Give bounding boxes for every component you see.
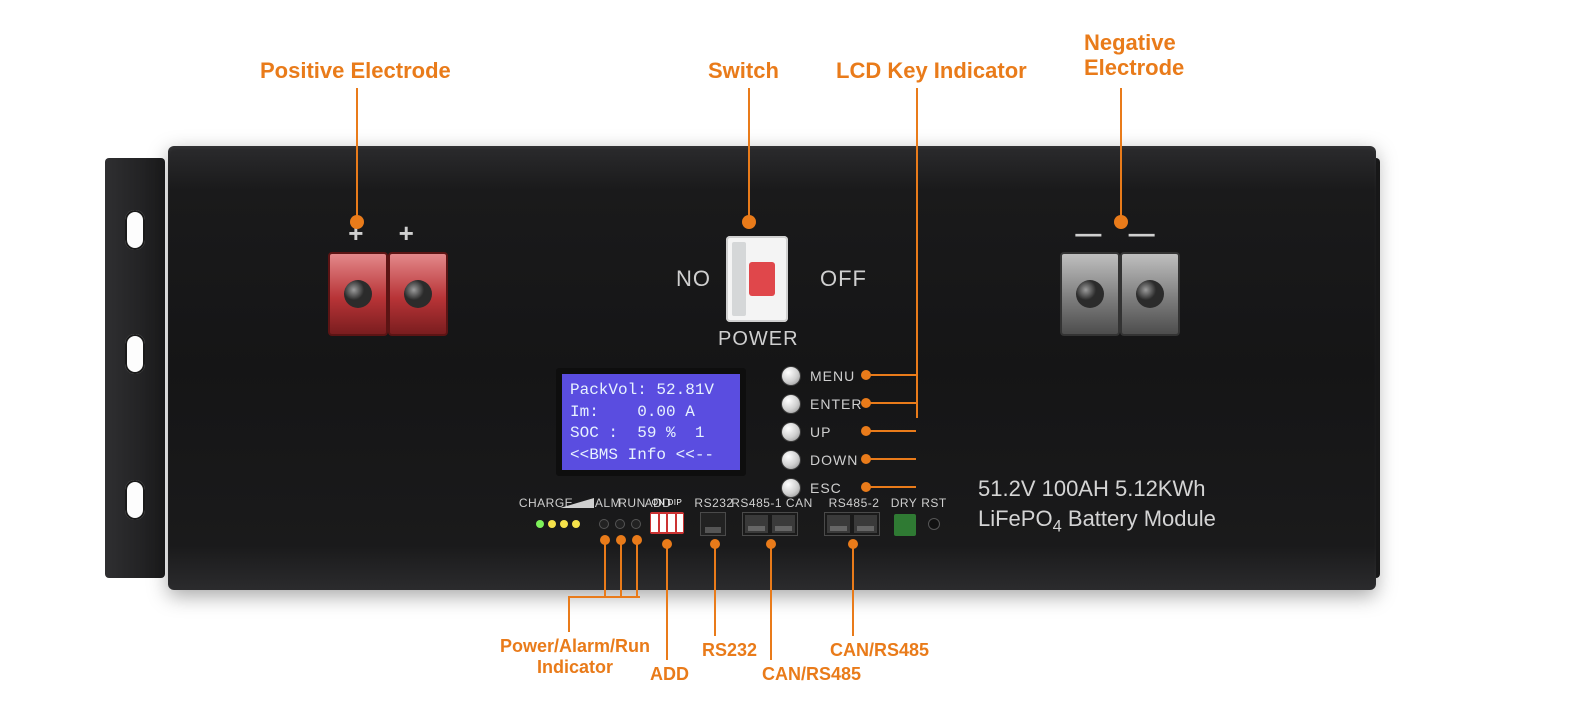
dot-menu <box>861 370 871 380</box>
switch-no-label: NO <box>676 266 711 292</box>
dot-enter <box>861 398 871 408</box>
dot-canB <box>848 539 858 549</box>
polarity-plus: + + <box>328 218 448 249</box>
dot-canA <box>766 539 776 549</box>
branch-menu <box>866 374 916 376</box>
breaker-switch[interactable] <box>726 236 788 322</box>
positive-terminal: + + <box>328 252 448 336</box>
dot-par3 <box>632 535 642 545</box>
leader-keys-vert <box>916 88 918 418</box>
label-negative-electrode: Negative Electrode <box>1084 30 1184 81</box>
dot-par1 <box>600 535 610 545</box>
run-port-label: RUN <box>618 496 646 510</box>
charge-led-4 <box>572 520 580 528</box>
par-v1 <box>604 540 606 598</box>
spec-line2: LiFePO4 Battery Module <box>978 504 1216 538</box>
rs485-2-port-label: RS485-2 <box>829 496 880 510</box>
rs232-port[interactable] <box>700 512 726 536</box>
lcd-display: PackVol: 52.81V Im: 0.00 A SOC : 59 % 1 … <box>556 368 746 476</box>
dot-up <box>861 426 871 436</box>
dot-rs232 <box>710 539 720 549</box>
label-lcd-key-indicator: LCD Key Indicator <box>836 58 1027 83</box>
leader-canB <box>852 544 854 636</box>
charge-led-1 <box>536 520 544 528</box>
add-dip-switch[interactable] <box>650 512 684 534</box>
label-can-rs485-a: CAN/RS485 <box>762 664 861 685</box>
label-add: ADD <box>650 664 689 685</box>
leader-canA <box>770 544 772 660</box>
dot-down <box>861 454 871 464</box>
dip-on-label: ON DIP <box>652 498 683 507</box>
enter-label: ENTER <box>810 396 862 412</box>
charge-led-2 <box>548 520 556 528</box>
negative-terminal: — — <box>1060 252 1180 336</box>
branch-esc <box>866 486 916 488</box>
label-can-rs485-b: CAN/RS485 <box>830 640 929 661</box>
enter-button[interactable] <box>782 395 800 413</box>
dot-negative <box>1114 215 1128 229</box>
dot-esc <box>861 482 871 492</box>
rs485-2-port[interactable] <box>824 512 880 536</box>
dot-switch <box>742 215 756 229</box>
branch-up <box>866 430 916 432</box>
lcd-key-buttons: MENU ENTER UP DOWN ESC <box>782 364 862 504</box>
par-drop <box>568 596 570 632</box>
rst-port-label: RST <box>921 496 947 510</box>
leader-positive <box>356 88 358 218</box>
switch-power-label: POWER <box>718 328 799 351</box>
leader-rs232 <box>714 544 716 636</box>
switch-off-label: OFF <box>820 266 867 292</box>
par-v3 <box>636 540 638 598</box>
label-rs232: RS232 <box>702 640 757 661</box>
down-button[interactable] <box>782 451 800 469</box>
rs485-1-can-port-label: RS485-1 CAN <box>731 496 813 510</box>
rs232-port-label: RS232 <box>694 496 733 510</box>
down-label: DOWN <box>810 452 858 468</box>
par-v2 <box>620 540 622 598</box>
label-switch: Switch <box>708 58 779 83</box>
run-led <box>616 520 624 528</box>
rack-ear-left <box>105 158 165 578</box>
up-button[interactable] <box>782 423 800 441</box>
esc-label: ESC <box>810 480 842 496</box>
rs485-1-can-port[interactable] <box>742 512 798 536</box>
leader-switch <box>748 88 750 218</box>
label-power-alarm-run: Power/Alarm/Run Indicator <box>500 636 650 677</box>
up-label: UP <box>810 424 831 440</box>
dot-add <box>662 539 672 549</box>
dot-par2 <box>616 535 626 545</box>
rst-button[interactable] <box>928 518 940 530</box>
charge-triangle-icon <box>560 498 594 508</box>
label-positive-electrode: Positive Electrode <box>260 58 451 83</box>
menu-button[interactable] <box>782 367 800 385</box>
alm-led <box>600 520 608 528</box>
alm-port-label: ALM <box>595 496 621 510</box>
esc-button[interactable] <box>782 479 800 497</box>
charge-led-3 <box>560 520 568 528</box>
pwr-led <box>632 520 640 528</box>
menu-label: MENU <box>810 368 855 384</box>
dot-positive <box>350 215 364 229</box>
dry-contact-port[interactable] <box>894 514 916 536</box>
leader-add <box>666 544 668 660</box>
branch-down <box>866 458 916 460</box>
spec-line1: 51.2V 100AH 5.12KWh <box>978 474 1205 504</box>
dry-port-label: DRY <box>891 496 918 510</box>
branch-enter <box>866 402 916 404</box>
leader-negative <box>1120 88 1122 218</box>
